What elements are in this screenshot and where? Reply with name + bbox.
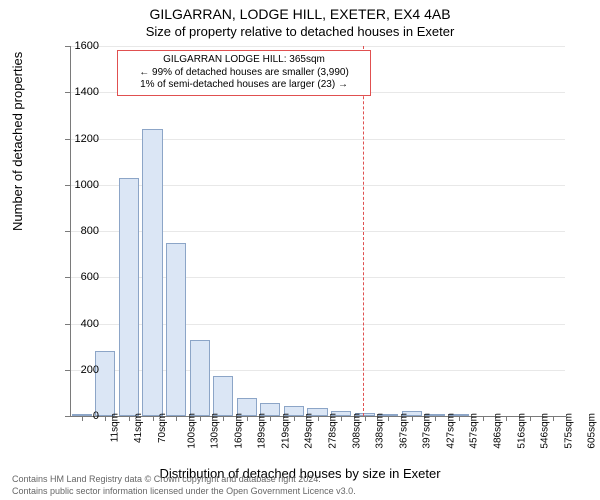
chart-container: GILGARRAN, LODGE HILL, EXETER, EX4 4AB S… bbox=[0, 0, 600, 500]
chart-title-address: GILGARRAN, LODGE HILL, EXETER, EX4 4AB bbox=[0, 6, 600, 22]
x-tick-label: 575sqm bbox=[563, 413, 574, 449]
annotation-box: GILGARRAN LODGE HILL: 365sqm ← 99% of de… bbox=[117, 50, 371, 96]
y-tick-label: 800 bbox=[59, 225, 99, 237]
footer-licence: Contains public sector information licen… bbox=[12, 486, 356, 496]
x-tick-label: 70sqm bbox=[157, 413, 168, 443]
x-tick bbox=[247, 416, 248, 421]
y-tick-label: 1200 bbox=[59, 133, 99, 145]
footer-copyright: Contains HM Land Registry data © Crown c… bbox=[12, 474, 321, 484]
y-axis-title: Number of detached properties bbox=[10, 52, 25, 231]
y-tick-label: 600 bbox=[59, 271, 99, 283]
annotation-line1: GILGARRAN LODGE HILL: 365sqm bbox=[124, 54, 364, 67]
x-tick bbox=[318, 416, 319, 421]
x-tick bbox=[129, 416, 130, 421]
annotation-line2: ← 99% of detached houses are smaller (3,… bbox=[124, 67, 364, 80]
x-tick bbox=[153, 416, 154, 421]
reference-line bbox=[363, 46, 364, 416]
x-tick bbox=[435, 416, 436, 421]
y-tick-label: 0 bbox=[59, 410, 99, 422]
x-tick bbox=[105, 416, 106, 421]
x-tick bbox=[270, 416, 271, 421]
x-tick bbox=[412, 416, 413, 421]
x-tick bbox=[223, 416, 224, 421]
x-tick bbox=[483, 416, 484, 421]
x-tick-label: 189sqm bbox=[257, 413, 268, 449]
plot-area: GILGARRAN LODGE HILL: 365sqm ← 99% of de… bbox=[70, 46, 565, 416]
x-tick-label: 160sqm bbox=[233, 413, 244, 449]
y-tick-label: 1000 bbox=[59, 179, 99, 191]
y-tick-label: 200 bbox=[59, 364, 99, 376]
x-tick bbox=[341, 416, 342, 421]
x-tick-label: 546sqm bbox=[540, 413, 551, 449]
x-tick bbox=[553, 416, 554, 421]
x-tick-label: 516sqm bbox=[516, 413, 527, 449]
y-tick-label: 1400 bbox=[59, 86, 99, 98]
x-tick-label: 605sqm bbox=[587, 413, 598, 449]
y-tick-label: 400 bbox=[59, 318, 99, 330]
x-tick-label: 367sqm bbox=[398, 413, 409, 449]
x-tick bbox=[294, 416, 295, 421]
x-tick-label: 249sqm bbox=[304, 413, 315, 449]
x-tick-label: 486sqm bbox=[493, 413, 504, 449]
chart-subtitle: Size of property relative to detached ho… bbox=[0, 24, 600, 39]
x-tick-label: 41sqm bbox=[133, 413, 144, 443]
x-tick bbox=[530, 416, 531, 421]
x-tick-label: 278sqm bbox=[328, 413, 339, 449]
x-tick-label: 457sqm bbox=[469, 413, 480, 449]
x-tick bbox=[388, 416, 389, 421]
axes bbox=[70, 46, 566, 417]
x-tick bbox=[459, 416, 460, 421]
x-tick-label: 427sqm bbox=[445, 413, 456, 449]
y-tick-label: 1600 bbox=[59, 40, 99, 52]
x-tick-label: 308sqm bbox=[351, 413, 362, 449]
annotation-line3: 1% of semi-detached houses are larger (2… bbox=[124, 79, 364, 92]
x-tick bbox=[176, 416, 177, 421]
x-tick-label: 100sqm bbox=[186, 413, 197, 449]
x-tick bbox=[200, 416, 201, 421]
x-tick bbox=[506, 416, 507, 421]
x-tick-label: 338sqm bbox=[375, 413, 386, 449]
x-tick-label: 397sqm bbox=[422, 413, 433, 449]
x-tick bbox=[365, 416, 366, 421]
x-tick-label: 130sqm bbox=[210, 413, 221, 449]
x-tick-label: 219sqm bbox=[280, 413, 291, 449]
x-tick-label: 11sqm bbox=[109, 413, 120, 442]
